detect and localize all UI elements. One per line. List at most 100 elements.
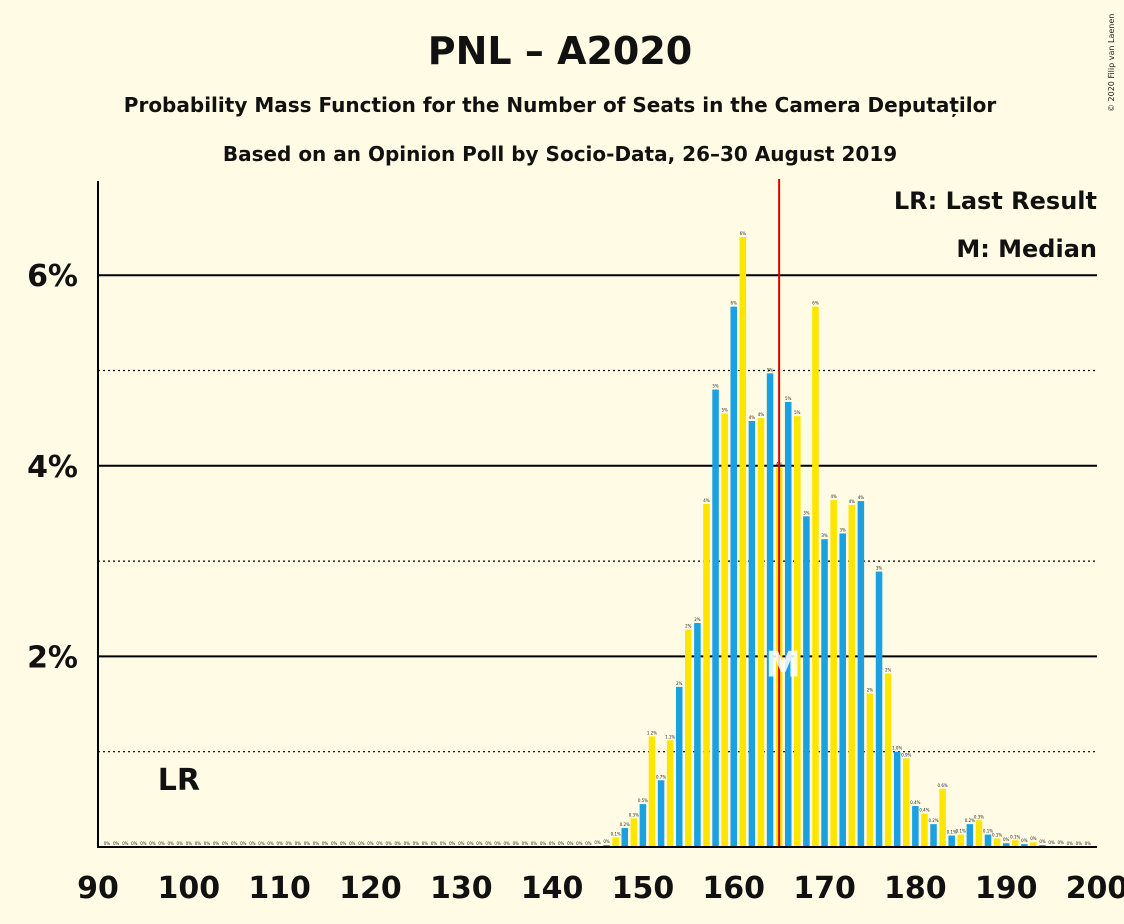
- bar-value-label: 0.2%: [928, 818, 938, 823]
- bar-value-label: 0%: [313, 841, 320, 846]
- bar-value-label: 0%: [531, 841, 538, 846]
- bar-value-label: 3%: [803, 510, 810, 515]
- bar: [912, 806, 919, 847]
- bar-value-label: 0%: [576, 841, 583, 846]
- bar-value-label: 0%: [485, 841, 492, 846]
- bar: [712, 389, 719, 847]
- bar: [621, 827, 629, 847]
- bar-value-label: 0%: [158, 841, 165, 846]
- bar-value-label: 0.3%: [629, 812, 639, 817]
- bar: [739, 237, 747, 847]
- bar-value-label: 0%: [413, 841, 420, 846]
- bar-value-label: 0%: [504, 841, 511, 846]
- bar-value-label: 0%: [258, 841, 265, 846]
- bar-value-label: 0%: [131, 841, 138, 846]
- bar-value-label: 0%: [195, 841, 202, 846]
- chart-subtitle-2: Based on an Opinion Poll by Socio-Data, …: [223, 142, 897, 166]
- bar-value-label: 5%: [767, 367, 774, 372]
- bar: [1002, 843, 1010, 847]
- bar-value-label: 0.6%: [938, 783, 948, 788]
- bar-value-label: 0%: [222, 841, 229, 846]
- bar-value-label: 4%: [849, 499, 856, 504]
- bar-value-label: 0%: [558, 841, 565, 846]
- bar: [685, 629, 692, 847]
- bar-value-label: 2%: [676, 681, 683, 686]
- bar-value-label: 0.1%: [992, 832, 1002, 837]
- bar-value-label: 2%: [885, 668, 892, 673]
- x-tick-label: 150: [612, 871, 675, 906]
- bar: [921, 813, 928, 847]
- bar-value-label: 1.1%: [665, 734, 675, 739]
- bar-value-label: 1.0%: [892, 746, 902, 751]
- bar-value-label: 0%: [385, 841, 392, 846]
- bar: [675, 686, 683, 847]
- bar-value-label: 0.4%: [910, 800, 920, 805]
- bar: [1021, 844, 1028, 847]
- bar-value-label: 5%: [785, 396, 792, 401]
- bar: [639, 804, 647, 847]
- x-tick-label: 180: [884, 871, 947, 906]
- bar-value-label: 5%: [721, 407, 728, 412]
- bar-value-label: 0%: [167, 841, 174, 846]
- legend-median: M: Median: [956, 235, 1097, 263]
- bar-value-label: 0%: [295, 841, 302, 846]
- bar-value-label: 3%: [840, 527, 847, 532]
- bar: [666, 740, 674, 847]
- x-tick-label: 170: [793, 871, 856, 906]
- copyright-notice: © 2020 Filip van Laenen: [1107, 14, 1116, 112]
- x-tick-label: 110: [248, 871, 311, 906]
- bar-value-label: 0.1%: [983, 829, 993, 834]
- bar-value-label: 0%: [113, 841, 120, 846]
- bar: [630, 818, 638, 847]
- x-tick-label: 190: [975, 871, 1038, 906]
- x-tick-label: 160: [702, 871, 765, 906]
- bar-value-label: 0%: [240, 841, 247, 846]
- bar-value-label: 0%: [549, 841, 556, 846]
- bar-value-label: 0%: [213, 841, 220, 846]
- bar-value-label: 6%: [731, 301, 738, 306]
- bar: [1030, 842, 1037, 847]
- bar-value-label: 0%: [249, 841, 256, 846]
- bar-value-label: 0%: [449, 841, 456, 846]
- bar-value-label: 3%: [821, 533, 828, 538]
- bar-value-label: 0%: [1048, 840, 1055, 845]
- bar-value-label: 0%: [603, 839, 610, 844]
- last-result-marker: LR: [158, 763, 200, 798]
- bar-value-label: 0%: [358, 841, 365, 846]
- bar: [884, 673, 892, 847]
- bar-value-label: 4%: [858, 495, 865, 500]
- bar-value-label: 0.1%: [947, 830, 957, 835]
- bar: [939, 788, 946, 847]
- bar-value-label: 0%: [177, 841, 184, 846]
- bar: [839, 533, 846, 847]
- bar-value-label: 0%: [395, 841, 402, 846]
- bar-value-label: 0%: [422, 841, 429, 846]
- bar: [893, 751, 901, 847]
- bar-value-label: 0.2%: [965, 818, 975, 823]
- bar-value-label: 0%: [1057, 840, 1064, 845]
- bar: [830, 500, 837, 847]
- bar-value-label: 0%: [431, 841, 438, 846]
- bar: [930, 824, 937, 847]
- bar-value-label: 0%: [149, 841, 156, 846]
- bar-value-label: 0%: [304, 841, 311, 846]
- median-marker: M: [766, 645, 800, 685]
- bar-value-label: 4%: [758, 412, 765, 417]
- bar: [730, 306, 737, 847]
- bar-value-label: 4%: [830, 494, 837, 499]
- bar: [984, 834, 992, 847]
- bar-value-label: 0%: [322, 841, 329, 846]
- bar-value-label: 0%: [458, 841, 465, 846]
- bar: [612, 837, 619, 847]
- bar-value-label: 0%: [1067, 841, 1074, 846]
- bar-value-label: 0%: [1030, 836, 1037, 841]
- bar: [993, 838, 1001, 847]
- bar: [821, 539, 828, 847]
- bar: [703, 503, 710, 847]
- bar: [794, 416, 801, 847]
- bar-value-label: 0.3%: [974, 814, 984, 819]
- bar-value-label: 0%: [1085, 841, 1092, 846]
- bar-value-label: 0.7%: [656, 774, 666, 779]
- bar-value-label: 0.5%: [638, 798, 648, 803]
